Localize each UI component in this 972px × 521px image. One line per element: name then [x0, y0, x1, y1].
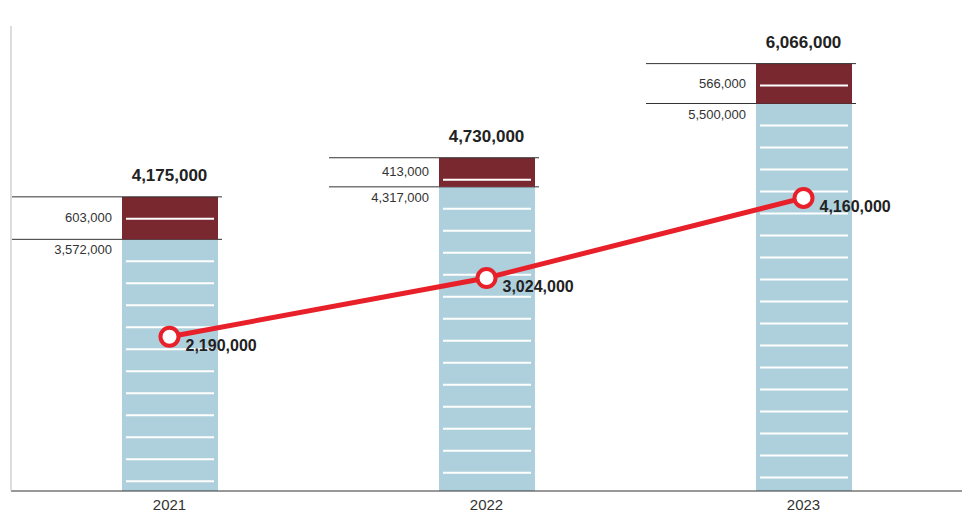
svg-text:413,000: 413,000	[382, 164, 429, 179]
svg-text:4,317,000: 4,317,000	[371, 190, 429, 205]
svg-text:4,160,000: 4,160,000	[820, 198, 891, 215]
svg-text:2022: 2022	[470, 496, 503, 513]
svg-text:4,730,000: 4,730,000	[449, 127, 525, 146]
svg-text:2023: 2023	[787, 496, 820, 513]
svg-text:4,175,000: 4,175,000	[132, 166, 208, 185]
svg-text:2,190,000: 2,190,000	[186, 337, 257, 354]
svg-text:2021: 2021	[153, 496, 186, 513]
svg-text:5,500,000: 5,500,000	[688, 107, 746, 122]
svg-text:603,000: 603,000	[65, 210, 112, 225]
svg-text:566,000: 566,000	[699, 76, 746, 91]
svg-text:6,066,000: 6,066,000	[766, 33, 842, 52]
svg-text:3,572,000: 3,572,000	[54, 242, 112, 257]
svg-text:3,024,000: 3,024,000	[503, 278, 574, 295]
